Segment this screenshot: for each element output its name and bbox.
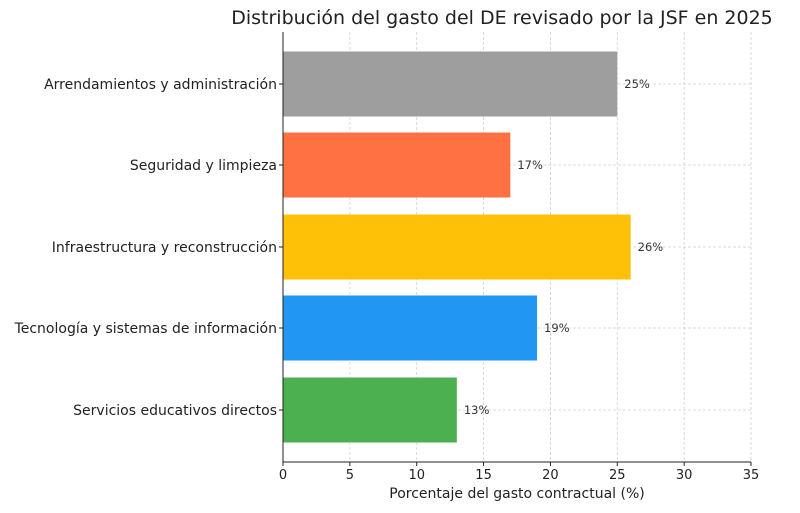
y-tick-label: Servicios educativos directos <box>73 403 277 419</box>
bar <box>283 295 538 361</box>
bar <box>283 132 511 198</box>
bars <box>283 51 631 443</box>
x-tick-label: 30 <box>676 468 693 483</box>
bar <box>283 51 618 117</box>
bar <box>283 214 631 280</box>
data-label: 13% <box>464 403 490 417</box>
x-tick-label: 10 <box>408 468 425 483</box>
x-tick-label: 5 <box>346 468 354 483</box>
x-tick-label: 25 <box>609 468 626 483</box>
data-label: 17% <box>517 158 543 172</box>
y-tick-labels: Arrendamientos y administración Seguridad… <box>14 77 277 419</box>
y-tick-label: Tecnología y sistemas de información <box>14 321 277 337</box>
data-label: 26% <box>638 240 664 254</box>
x-tick-label: 0 <box>279 468 287 483</box>
chart-title: Distribución del gasto del DE revisado p… <box>231 7 773 29</box>
x-tick-label: 15 <box>475 468 492 483</box>
x-tick-label: 35 <box>743 468 760 483</box>
data-labels: 25% 17% 26% 19% 13% <box>464 77 663 417</box>
x-tick-label: 20 <box>542 468 559 483</box>
y-tick-label: Infraestructura y reconstrucción <box>52 240 277 256</box>
bar <box>283 377 457 443</box>
data-label: 19% <box>544 321 570 335</box>
x-axis-label: Porcentaje del gasto contractual (%) <box>389 486 644 502</box>
x-tick-labels: 0 5 10 15 20 25 30 35 <box>279 468 759 483</box>
y-tick-label: Seguridad y limpieza <box>130 158 277 174</box>
y-tick-label: Arrendamientos y administración <box>44 77 277 93</box>
data-label: 25% <box>624 77 650 91</box>
